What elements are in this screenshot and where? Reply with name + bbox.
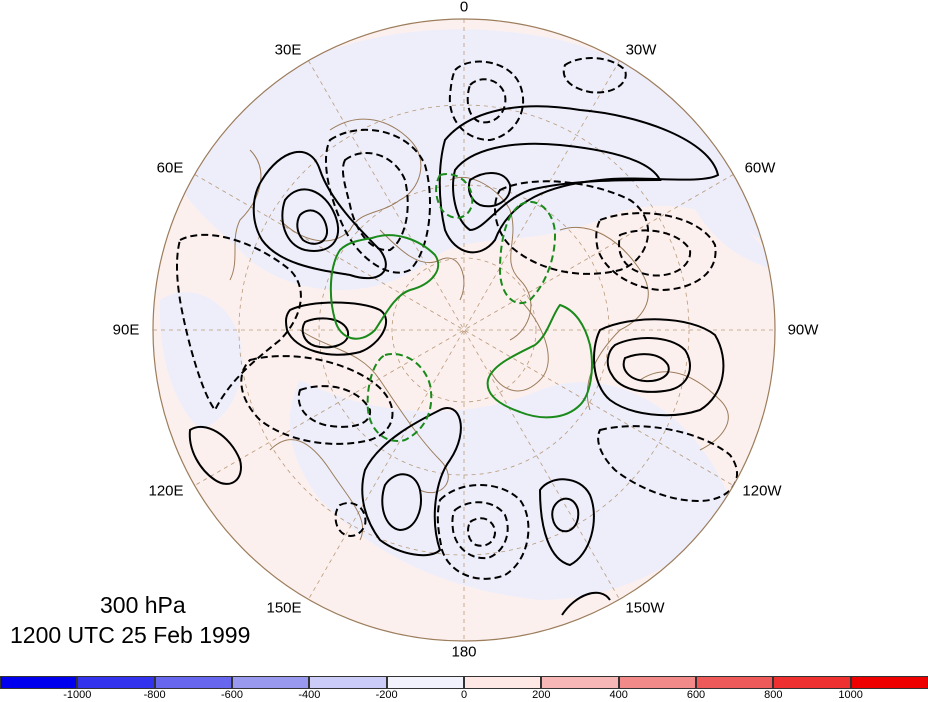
lon-label-180: 180 <box>451 643 477 661</box>
colorbar-label: -600 <box>220 689 244 701</box>
positive-contours <box>188 105 725 616</box>
colorbar-label: 400 <box>609 689 628 701</box>
colorbar-segment <box>154 676 232 689</box>
colorbar-label: 600 <box>686 689 706 701</box>
lon-label-150w: 150W <box>625 599 665 617</box>
colorbar-segment <box>0 676 78 689</box>
lon-label-0: 0 <box>459 0 469 16</box>
zero-contours-dashed <box>366 173 557 442</box>
negative-shading <box>159 29 775 600</box>
colorbar-segment <box>232 676 310 689</box>
colorbar-segment <box>77 676 155 689</box>
graticule <box>153 19 775 641</box>
map-border <box>152 18 776 642</box>
colorbar-label: -800 <box>143 689 166 701</box>
colorbar-segment <box>696 676 774 689</box>
colorbar-label: 0 <box>460 689 468 701</box>
negative-contours <box>176 57 739 580</box>
lon-label-90e: 90E <box>112 321 140 339</box>
lon-label-30e: 30E <box>274 41 302 59</box>
colorbar-label: 1000 <box>838 689 863 701</box>
lon-label-60w: 60W <box>744 159 776 177</box>
lon-label-30w: 30W <box>625 41 657 59</box>
colorbar: -1000 -800 -600 -400 -200 0 200 400 600 800 1000 <box>0 674 928 702</box>
lon-label-60e: 60E <box>156 159 184 177</box>
colorbar-segment <box>464 676 542 689</box>
timestamp-title: 1200 UTC 25 Feb 1999 <box>10 622 251 648</box>
colorbar-segment <box>850 676 928 689</box>
colorbar-label: -400 <box>298 689 321 701</box>
zero-contours <box>329 234 593 419</box>
lon-label-90w: 90W <box>787 321 819 339</box>
colorbar-label: 800 <box>764 689 783 701</box>
pressure-level-title: 300 hPa <box>100 592 186 618</box>
lon-label-120w: 120W <box>742 482 782 500</box>
colorbar-segment <box>309 676 387 689</box>
colorbar-segment <box>541 676 619 689</box>
colorbar-label: -1000 <box>63 689 92 701</box>
colorbar-segment <box>386 676 464 689</box>
colorbar-segment <box>773 676 851 689</box>
colorbar-segment <box>618 676 696 689</box>
lon-label-120e: 120E <box>148 482 184 500</box>
colorbar-label: -200 <box>375 689 398 701</box>
colorbar-label: 200 <box>532 689 551 701</box>
lon-label-150e: 150E <box>266 599 302 617</box>
